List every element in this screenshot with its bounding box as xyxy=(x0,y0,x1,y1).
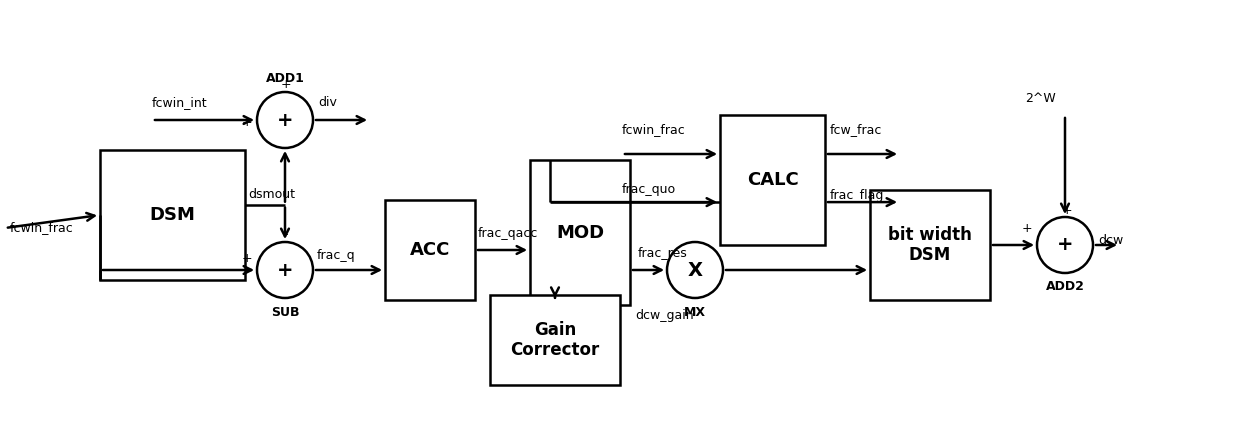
Text: ACC: ACC xyxy=(410,241,450,259)
Text: frac_res: frac_res xyxy=(638,246,688,259)
Circle shape xyxy=(256,92,313,148)
Bar xyxy=(100,150,245,280)
Text: fcwin_int: fcwin_int xyxy=(152,96,208,110)
Text: fcwin_frac: fcwin_frac xyxy=(622,123,685,136)
Text: fcw_frac: fcw_frac xyxy=(830,123,882,136)
Text: dsmout: dsmout xyxy=(248,188,295,202)
Text: +: + xyxy=(1062,203,1072,216)
Bar xyxy=(530,160,629,305)
Text: frac_quo: frac_quo xyxy=(622,184,676,197)
Text: +: + xyxy=(276,111,294,129)
Circle shape xyxy=(667,242,724,298)
Text: frac_q: frac_q xyxy=(317,249,356,261)
Text: +: + xyxy=(242,117,253,129)
Text: +: + xyxy=(281,79,291,92)
Text: +: + xyxy=(276,261,294,280)
Text: ADD1: ADD1 xyxy=(265,71,305,85)
Text: ADD2: ADD2 xyxy=(1046,280,1084,294)
Text: dcw_gain: dcw_gain xyxy=(636,308,694,322)
Text: 2^W: 2^W xyxy=(1025,92,1056,104)
Text: X: X xyxy=(688,261,703,280)
Text: CALC: CALC xyxy=(747,171,798,189)
Text: frac_flag: frac_flag xyxy=(830,188,885,202)
Text: Gain
Corrector: Gain Corrector xyxy=(510,321,600,359)
Text: -: - xyxy=(284,228,289,242)
Bar xyxy=(489,295,620,385)
Text: MOD: MOD xyxy=(556,224,605,242)
Bar xyxy=(870,190,990,300)
Text: MX: MX xyxy=(684,305,706,319)
Text: +: + xyxy=(242,252,253,264)
Text: frac_qacc: frac_qacc xyxy=(478,227,539,240)
Text: dcw: dcw xyxy=(1098,233,1124,246)
Circle shape xyxy=(256,242,313,298)
Bar xyxy=(385,200,475,300)
Bar xyxy=(720,115,825,245)
Text: bit width
DSM: bit width DSM xyxy=(888,226,971,264)
Text: fcwin_frac: fcwin_frac xyxy=(10,221,74,234)
Text: +: + xyxy=(1057,236,1073,255)
Text: DSM: DSM xyxy=(150,206,196,224)
Text: div: div xyxy=(318,96,337,110)
Text: SUB: SUB xyxy=(271,305,300,319)
Text: +: + xyxy=(1022,221,1032,234)
Circle shape xyxy=(1037,217,1093,273)
